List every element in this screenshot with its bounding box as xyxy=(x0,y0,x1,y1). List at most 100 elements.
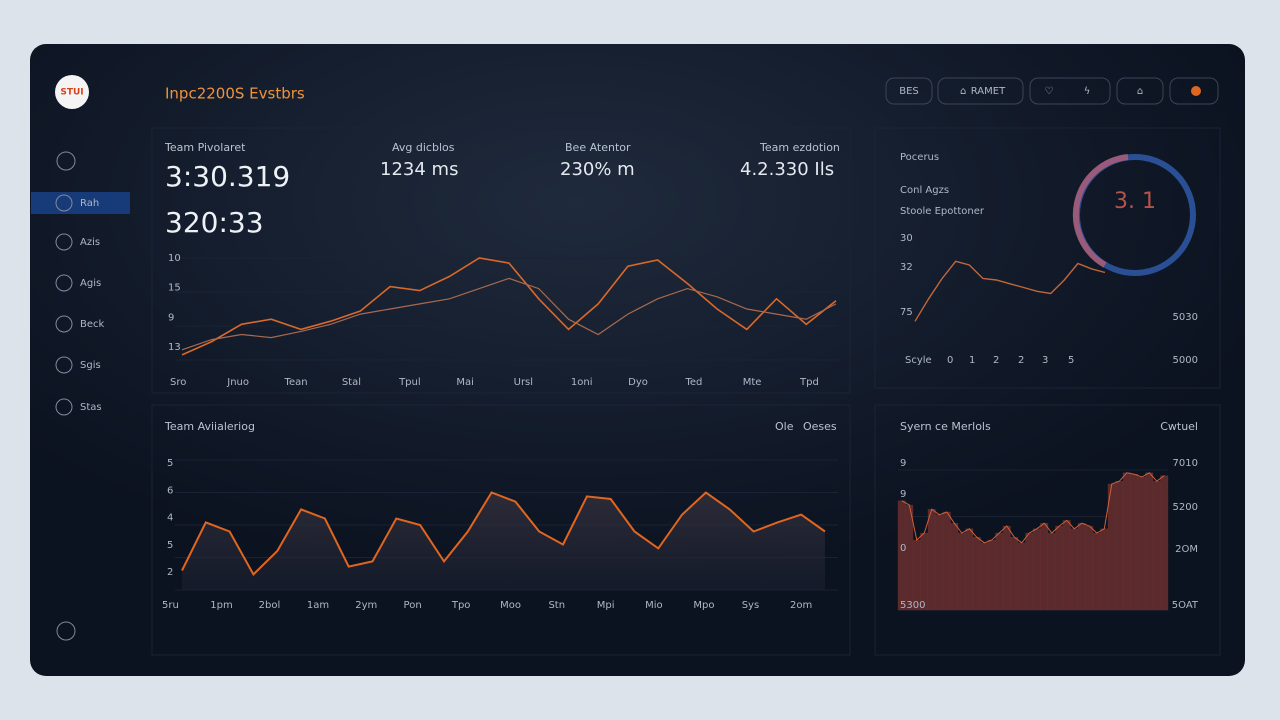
x-tick-label: 5 xyxy=(1068,355,1074,366)
bar xyxy=(1025,532,1034,611)
card xyxy=(874,404,1221,656)
gauge-arc xyxy=(1072,154,1129,268)
bar xyxy=(1145,472,1154,611)
bar xyxy=(995,532,1004,611)
nav-item[interactable]: Stas xyxy=(80,402,102,413)
right-label: 5000 xyxy=(1173,355,1198,366)
stat-label: Avg dicblos xyxy=(392,141,455,154)
nav-item[interactable]: Azis xyxy=(80,237,100,248)
nav-icon xyxy=(55,194,73,212)
nav-icon[interactable] xyxy=(56,151,76,171)
nav-item[interactable]: Beck xyxy=(80,319,105,330)
x-tick-label: 5ru xyxy=(162,600,179,611)
line-series xyxy=(181,277,837,351)
settings-icon[interactable] xyxy=(56,621,76,641)
panel-text: Conl Agzs xyxy=(900,185,949,196)
stat-value: 4.2.330 Ils xyxy=(740,159,834,180)
stat-label: Bee Atentor xyxy=(565,141,631,154)
x-tick-label: Tpul xyxy=(398,377,421,388)
x-tick-label: Mpi xyxy=(597,600,615,611)
x-tick-label: Stn xyxy=(548,600,565,611)
bar xyxy=(1152,481,1161,611)
stat-value: 3:30.319 xyxy=(165,160,290,193)
x-tick-label: 1oni xyxy=(571,377,593,388)
x-tick-label: Moo xyxy=(500,600,521,611)
x-tick-label: Mai xyxy=(456,377,474,388)
x-tick-label: Mpo xyxy=(693,600,714,611)
y-tick-label: 0 xyxy=(900,543,906,554)
stat-value: 230% m xyxy=(560,159,635,180)
bar xyxy=(1077,523,1086,611)
button[interactable] xyxy=(937,77,1024,105)
bar xyxy=(957,532,966,611)
x-tick-label: Tean xyxy=(284,377,308,388)
bar xyxy=(1047,532,1056,611)
sidebar: Rah Azis Agis Beck Sgis Stas xyxy=(55,194,105,416)
icon: ⌂ xyxy=(960,86,966,97)
y-tick-label: 9 xyxy=(900,489,906,500)
y-tick-label: 9 xyxy=(168,312,174,323)
nav-item[interactable]: Rah xyxy=(80,198,99,209)
y-tick-label: 9 xyxy=(900,458,906,469)
y-tick-label: 5200 xyxy=(1173,502,1198,513)
panel-text: Stoole Epottoner xyxy=(900,206,985,217)
x-tick-label: 1 xyxy=(969,355,975,366)
bar xyxy=(1040,523,1049,611)
bar xyxy=(942,511,951,611)
y-tick-label: 32 xyxy=(900,262,913,273)
bar xyxy=(987,539,996,611)
y-tick-label: 13 xyxy=(168,342,181,353)
bar xyxy=(1085,525,1094,611)
x-tick-label: 2 xyxy=(1018,355,1024,366)
y-tick-label: 5OAT xyxy=(1172,600,1199,611)
nav-item[interactable]: Sgis xyxy=(80,360,101,371)
stat-secondary: 320:33 xyxy=(165,206,264,239)
chart-title: Syern ce Merlols xyxy=(900,420,991,433)
line-series xyxy=(181,257,837,356)
chart-title: Team Aviialeriog xyxy=(164,420,255,433)
bar xyxy=(1160,475,1169,611)
y-tick-label: 2OM xyxy=(1175,544,1198,555)
logo[interactable] xyxy=(55,75,89,109)
icon-button[interactable] xyxy=(1116,77,1164,105)
bar xyxy=(1017,542,1026,611)
x-tick-label: Stal xyxy=(342,377,361,388)
bar xyxy=(1100,528,1109,611)
logo-text: STUI xyxy=(60,88,83,98)
x-tick-label: Sys xyxy=(742,600,759,611)
bar xyxy=(1130,474,1139,611)
x-tick-label: Ursl xyxy=(514,377,533,388)
y-tick-label: 30 xyxy=(900,233,913,244)
icon: ϟ xyxy=(1084,86,1091,97)
x-tick-label: Scyle xyxy=(905,355,932,366)
y-tick-label: 5 xyxy=(167,540,173,551)
legend-item[interactable]: Ole xyxy=(775,420,794,433)
nav-item[interactable]: Agis xyxy=(80,278,101,289)
gauge-label: 3. 1 xyxy=(1114,189,1156,214)
panel-title: Pocerus xyxy=(900,152,939,163)
nav-icon xyxy=(55,398,73,416)
bar xyxy=(1062,520,1071,611)
legend-item[interactable]: Oeses xyxy=(803,420,837,433)
area-line xyxy=(181,491,826,577)
y-tick-label: 7010 xyxy=(1173,458,1198,469)
button[interactable] xyxy=(885,77,933,105)
bar xyxy=(1115,481,1124,611)
icon-button[interactable] xyxy=(1169,77,1219,105)
bar xyxy=(920,532,929,611)
card xyxy=(151,404,851,656)
bar xyxy=(1137,476,1146,611)
x-tick-label: 2bol xyxy=(259,600,281,611)
x-tick-label: Ted xyxy=(684,377,702,388)
y-tick-label: 2 xyxy=(167,567,173,578)
y-tick-label: 10 xyxy=(168,253,181,264)
right-label: 5030 xyxy=(1173,312,1198,323)
y-tick-label: 6 xyxy=(167,485,173,496)
x-tick-label: 1am xyxy=(307,600,329,611)
icon-button[interactable] xyxy=(1029,77,1111,105)
bar xyxy=(897,500,906,611)
x-tick-label: 1pm xyxy=(210,600,232,611)
card xyxy=(874,127,1221,389)
